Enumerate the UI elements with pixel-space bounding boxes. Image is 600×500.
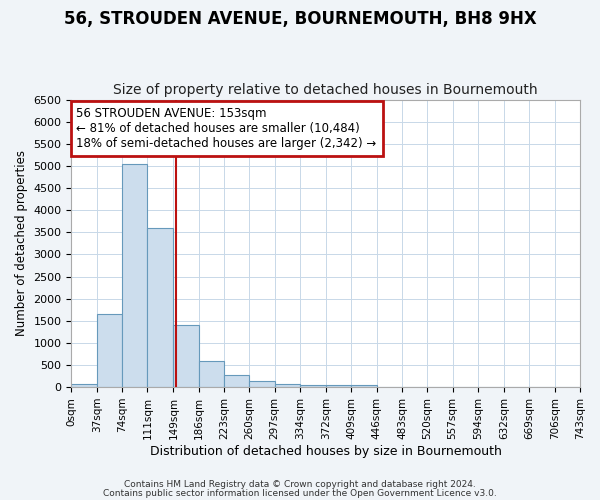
Bar <box>224 374 250 387</box>
Text: Contains public sector information licensed under the Open Government Licence v3: Contains public sector information licen… <box>103 488 497 498</box>
Bar <box>275 384 300 387</box>
Bar <box>352 385 377 387</box>
Bar <box>250 381 275 387</box>
Text: 56 STROUDEN AVENUE: 153sqm
← 81% of detached houses are smaller (10,484)
18% of : 56 STROUDEN AVENUE: 153sqm ← 81% of deta… <box>76 106 377 150</box>
Bar <box>173 325 199 387</box>
Bar <box>122 164 148 387</box>
Bar <box>71 384 97 387</box>
Y-axis label: Number of detached properties: Number of detached properties <box>15 150 28 336</box>
Text: Contains HM Land Registry data © Crown copyright and database right 2024.: Contains HM Land Registry data © Crown c… <box>124 480 476 489</box>
Text: 56, STROUDEN AVENUE, BOURNEMOUTH, BH8 9HX: 56, STROUDEN AVENUE, BOURNEMOUTH, BH8 9H… <box>64 10 536 28</box>
Bar <box>199 360 224 387</box>
Bar <box>326 385 352 387</box>
Title: Size of property relative to detached houses in Bournemouth: Size of property relative to detached ho… <box>113 83 538 97</box>
Bar <box>300 384 326 387</box>
Bar <box>148 228 173 387</box>
X-axis label: Distribution of detached houses by size in Bournemouth: Distribution of detached houses by size … <box>150 444 502 458</box>
Bar <box>97 314 122 387</box>
